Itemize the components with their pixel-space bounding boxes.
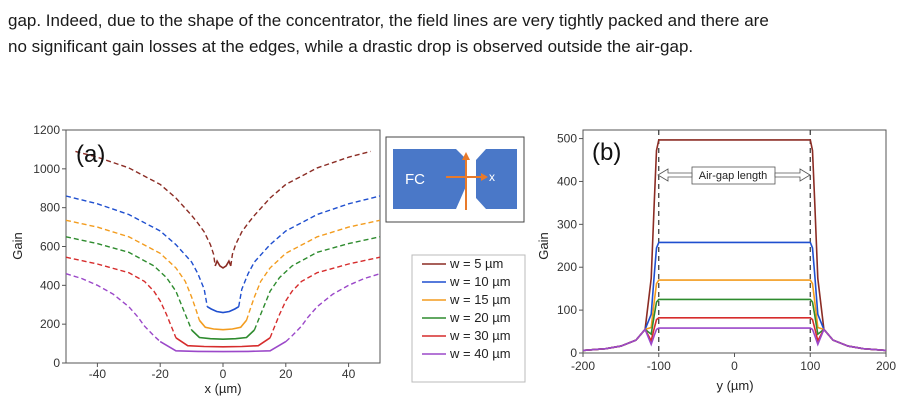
annotation-label: Air-gap length bbox=[699, 170, 768, 182]
inset-x-arrowhead bbox=[481, 173, 488, 181]
panel-label-a: (a) bbox=[76, 141, 105, 168]
series-line-a bbox=[175, 337, 271, 348]
x-tick-label-b: 100 bbox=[800, 359, 820, 373]
legend-label: w = 30 µm bbox=[449, 328, 511, 343]
series-line-a bbox=[245, 219, 381, 321]
chart-b: -200 -100 0 100 200 0 100 200 300 400 500 (b) y (µ… bbox=[536, 129, 896, 393]
panel-label-b: (b) bbox=[592, 139, 621, 166]
series-line-b bbox=[582, 327, 887, 352]
series-line-b bbox=[582, 241, 887, 352]
legend-label: w = 40 µm bbox=[449, 346, 511, 361]
x-axis-label-a: x (µm) bbox=[204, 381, 241, 396]
y-tick-label-b: 0 bbox=[570, 346, 577, 360]
inset-x-label: x bbox=[489, 170, 495, 184]
y-tick-label-b: 500 bbox=[557, 132, 577, 146]
series-line-a bbox=[198, 319, 248, 331]
y-tick-label-a: 800 bbox=[40, 201, 60, 215]
x-tick-label-a: 40 bbox=[342, 367, 356, 381]
y-tick-label-a: 0 bbox=[53, 356, 60, 370]
paragraph-line: no significant gain losses at the edges,… bbox=[8, 37, 694, 56]
series-line-a bbox=[269, 256, 381, 339]
x-tick-label-b: 200 bbox=[876, 359, 896, 373]
series-line-a bbox=[285, 273, 381, 343]
series-line-a bbox=[65, 273, 161, 343]
paragraph-line: gap. Indeed, due to the shape of the con… bbox=[8, 11, 769, 30]
y-tick-label-a: 1200 bbox=[33, 123, 60, 137]
x-axis-label-b: y (µm) bbox=[716, 378, 753, 393]
y-tick-label-a: 1000 bbox=[33, 162, 60, 176]
y-axis-label-b: Gain bbox=[536, 232, 551, 259]
annotation-arrow-right bbox=[774, 168, 811, 182]
legend-label: w = 20 µm bbox=[449, 310, 511, 325]
y-tick-label-a: 200 bbox=[40, 317, 60, 331]
air-gap-annotation: Air-gap length bbox=[657, 166, 811, 185]
x-tick-label-b: -100 bbox=[647, 359, 671, 373]
concentrator-right bbox=[476, 149, 517, 209]
series-line-b bbox=[582, 317, 887, 352]
series-line-a bbox=[65, 195, 208, 307]
series-line-b bbox=[582, 279, 887, 352]
y-tick-label-b: 300 bbox=[557, 217, 577, 231]
inset-fc-label: FC bbox=[405, 171, 425, 188]
y-tick-label-a: 400 bbox=[40, 278, 60, 292]
series-line-a bbox=[253, 236, 381, 331]
y-tick-label-b: 400 bbox=[557, 174, 577, 188]
y-tick-label-b: 100 bbox=[557, 303, 577, 317]
x-tick-label-a: 20 bbox=[279, 367, 293, 381]
y-tick-label-a: 600 bbox=[40, 240, 60, 254]
plot-area-b bbox=[582, 129, 887, 354]
body-paragraph: gap. Indeed, due to the shape of the con… bbox=[8, 8, 913, 60]
series-line-a bbox=[238, 195, 381, 307]
y-axis-label-a: Gain bbox=[10, 232, 25, 259]
series-line-a bbox=[65, 219, 201, 321]
inset-schematic: FC y x bbox=[385, 136, 525, 223]
x-tick-label-a: 0 bbox=[220, 367, 227, 381]
inset-y-label: y bbox=[470, 151, 476, 163]
x-tick-label-b: -200 bbox=[571, 359, 595, 373]
legend-label: w = 5 µm bbox=[449, 256, 503, 271]
x-tick-label-a: -40 bbox=[89, 367, 107, 381]
legend: w = 5 µm w = 10 µm w = 15 µm w = 20 µm w = 3… bbox=[411, 254, 526, 383]
series-line-a bbox=[230, 150, 371, 266]
inset-y-arrowhead bbox=[462, 152, 470, 160]
y-tick-label-b: 200 bbox=[557, 260, 577, 274]
series-line-a bbox=[191, 329, 255, 341]
series-line-a bbox=[65, 256, 177, 339]
series-line-a bbox=[159, 340, 287, 353]
series-line-a bbox=[206, 306, 240, 314]
series-line-a bbox=[65, 236, 193, 331]
x-tick-label-a: -20 bbox=[152, 367, 170, 381]
concentrator-left bbox=[393, 149, 467, 209]
annotation-arrow-left bbox=[657, 168, 693, 182]
legend-label: w = 15 µm bbox=[449, 292, 511, 307]
x-tick-label-b: 0 bbox=[731, 359, 738, 373]
plot-area-a bbox=[65, 129, 381, 364]
series-line-a bbox=[214, 259, 232, 269]
series-line-a bbox=[75, 150, 216, 266]
legend-label: w = 10 µm bbox=[449, 274, 511, 289]
